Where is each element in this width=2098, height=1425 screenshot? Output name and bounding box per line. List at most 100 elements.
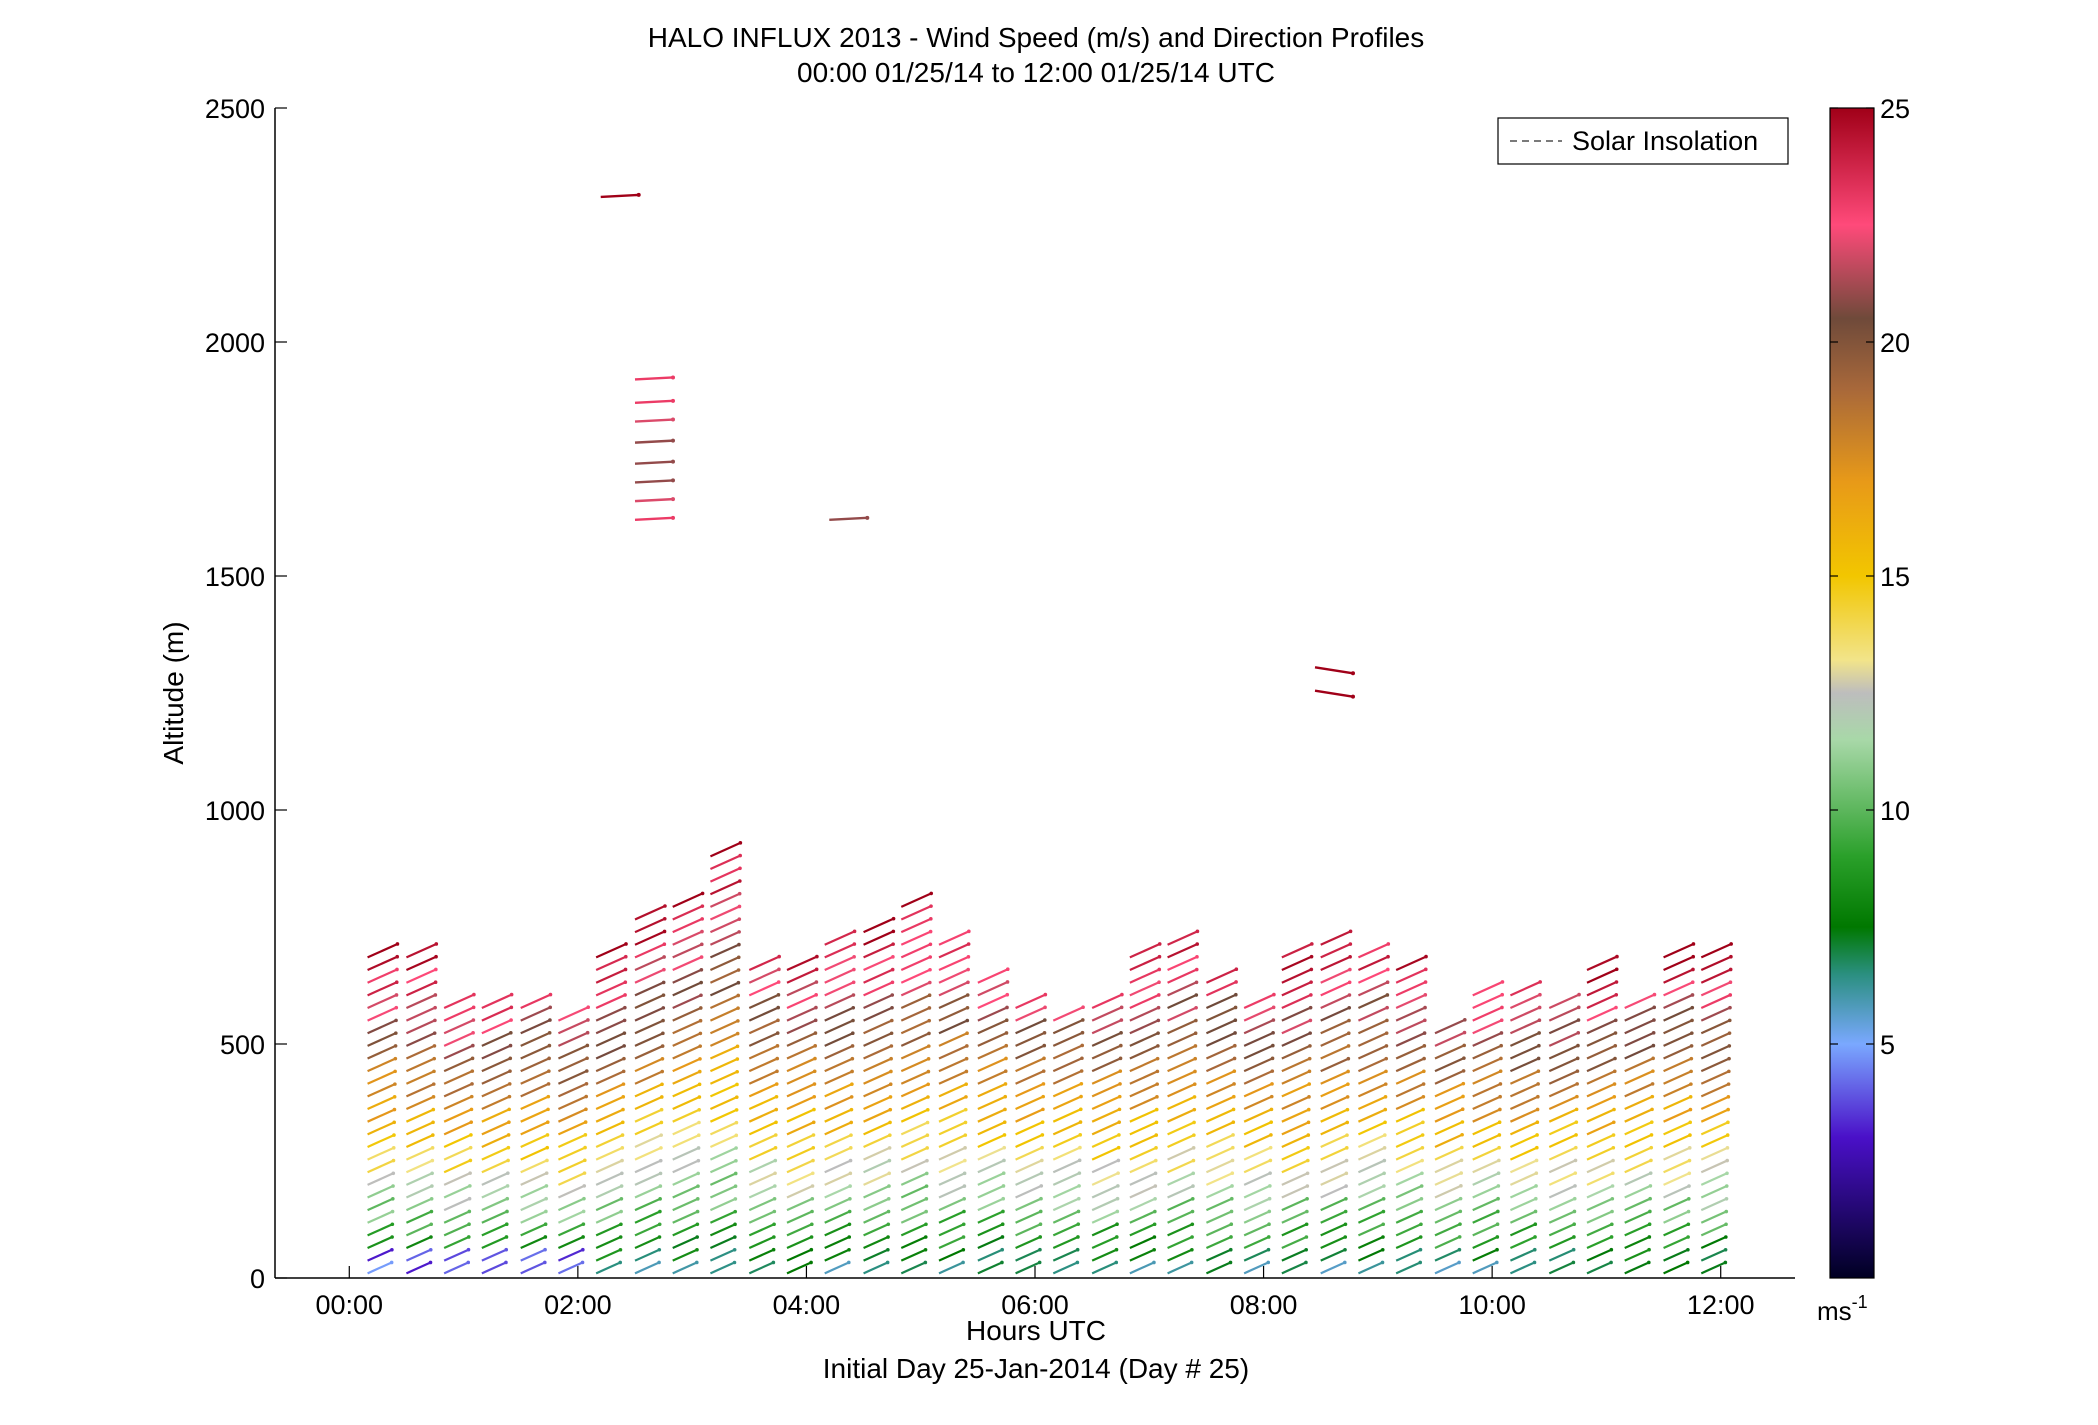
wind-vector-head <box>1386 942 1391 946</box>
wind-vector <box>1548 1044 1579 1060</box>
wind-vector-head <box>1573 1171 1578 1175</box>
wind-vector <box>824 1159 852 1174</box>
wind-vector <box>900 994 931 1009</box>
wind-vector-head <box>924 1222 928 1227</box>
wind-vector <box>672 1172 699 1186</box>
wind-vector-head <box>1192 1133 1196 1137</box>
wind-vector-head <box>1690 993 1695 997</box>
wind-vector <box>405 1095 434 1111</box>
wind-vector <box>938 1108 967 1123</box>
wind-vector <box>863 1083 892 1098</box>
wind-vector <box>1052 1018 1084 1035</box>
wind-vector-head <box>773 1184 777 1188</box>
wind-vector-head <box>1495 1247 1499 1252</box>
wind-vector <box>1586 968 1618 984</box>
wind-vector-head <box>887 1184 891 1188</box>
wind-vector-head <box>1077 1171 1082 1175</box>
wind-vector <box>1472 1108 1501 1123</box>
wind-vector-head <box>1615 954 1619 959</box>
wind-vector-head <box>925 1133 930 1138</box>
wind-vector-head <box>1500 980 1505 984</box>
wind-vector <box>1509 1261 1535 1275</box>
wind-vector <box>1509 1210 1537 1224</box>
wind-vector <box>1167 1172 1194 1186</box>
y-tick-label: 1500 <box>205 562 265 592</box>
wind-vector <box>1357 1121 1386 1136</box>
wind-vector-head <box>699 980 703 985</box>
wind-vector <box>1700 1235 1727 1250</box>
wind-vector-head <box>1268 1184 1272 1188</box>
wind-vector <box>557 1184 585 1199</box>
wind-vector <box>1586 1108 1615 1123</box>
wind-vector-head <box>394 980 399 984</box>
wind-vector <box>786 1095 815 1111</box>
wind-vector-head <box>1613 1018 1618 1023</box>
wind-vector-head <box>1418 1235 1423 1239</box>
wind-vector-head <box>851 1018 855 1023</box>
wind-vector <box>1586 1095 1615 1111</box>
wind-vector <box>672 943 703 959</box>
wind-vector-head <box>657 1235 662 1239</box>
wind-vector <box>1472 993 1503 1009</box>
wind-vector-head <box>732 1247 737 1252</box>
wind-vector-head <box>850 1082 854 1086</box>
wind-vector <box>1052 1006 1084 1022</box>
wind-vector-head <box>1347 1018 1351 1023</box>
wind-vector <box>557 1146 586 1161</box>
wind-vector-head <box>1383 1082 1388 1086</box>
wind-vector <box>481 1006 512 1022</box>
wind-vector-head <box>1190 1222 1195 1227</box>
wind-vector-head <box>1269 1120 1274 1124</box>
wind-vector <box>1205 1121 1234 1136</box>
wind-vector-head <box>738 866 742 871</box>
wind-vector-head <box>547 1056 551 1061</box>
wind-vector-head <box>1495 1260 1499 1265</box>
wind-vector-head <box>1495 1222 1500 1227</box>
wind-vector-head <box>671 515 675 520</box>
wind-vector <box>367 1070 396 1085</box>
wind-vector <box>367 1121 395 1136</box>
wind-vector <box>595 1032 625 1047</box>
wind-vector-head <box>466 1260 471 1265</box>
wind-vector-head <box>1234 967 1239 972</box>
wind-vector <box>1624 1146 1652 1161</box>
wind-vector-head <box>1343 1247 1347 1252</box>
wind-vector-head <box>1386 967 1390 972</box>
wind-vector-head <box>1152 1235 1157 1239</box>
wind-vector-head <box>1038 1209 1043 1214</box>
wind-vector <box>977 993 1008 1009</box>
wind-vector-head <box>772 1209 777 1214</box>
wind-vector-head <box>1117 1120 1122 1124</box>
wind-vector-head <box>697 1069 702 1074</box>
wind-vector <box>520 993 551 1009</box>
wind-vector <box>1548 1006 1580 1022</box>
wind-vector <box>748 1146 777 1161</box>
wind-vector <box>672 905 703 921</box>
wind-vector <box>1509 980 1541 997</box>
wind-vector-head <box>962 1184 967 1188</box>
wind-vector-head <box>1611 1171 1615 1176</box>
wind-vector <box>634 479 674 484</box>
wind-vector-head <box>1116 1171 1120 1175</box>
wind-vector <box>1586 1235 1613 1250</box>
wind-vector-head <box>620 1120 625 1125</box>
wind-vector-head <box>735 1082 739 1087</box>
wind-vector-head <box>1344 1197 1348 1201</box>
wind-vector <box>1509 1197 1537 1212</box>
wind-vector <box>938 1057 968 1073</box>
wind-vector-head <box>620 1171 624 1176</box>
wind-vector <box>672 1197 699 1212</box>
wind-vector <box>481 1031 512 1047</box>
wind-vector-head <box>1002 1145 1007 1150</box>
wind-vector-head <box>430 1158 435 1163</box>
wind-vector-head <box>888 1082 893 1087</box>
wind-vector-head <box>1423 993 1428 997</box>
wind-vector-head <box>1234 980 1238 984</box>
wind-vector-head <box>1304 1235 1309 1239</box>
wind-vector-head <box>1385 1005 1389 1010</box>
wind-vector-head <box>735 1057 740 1061</box>
wind-vector <box>634 1083 663 1098</box>
wind-vector <box>1167 930 1198 946</box>
wind-vector <box>1586 1261 1612 1275</box>
wind-vector <box>520 1210 547 1224</box>
